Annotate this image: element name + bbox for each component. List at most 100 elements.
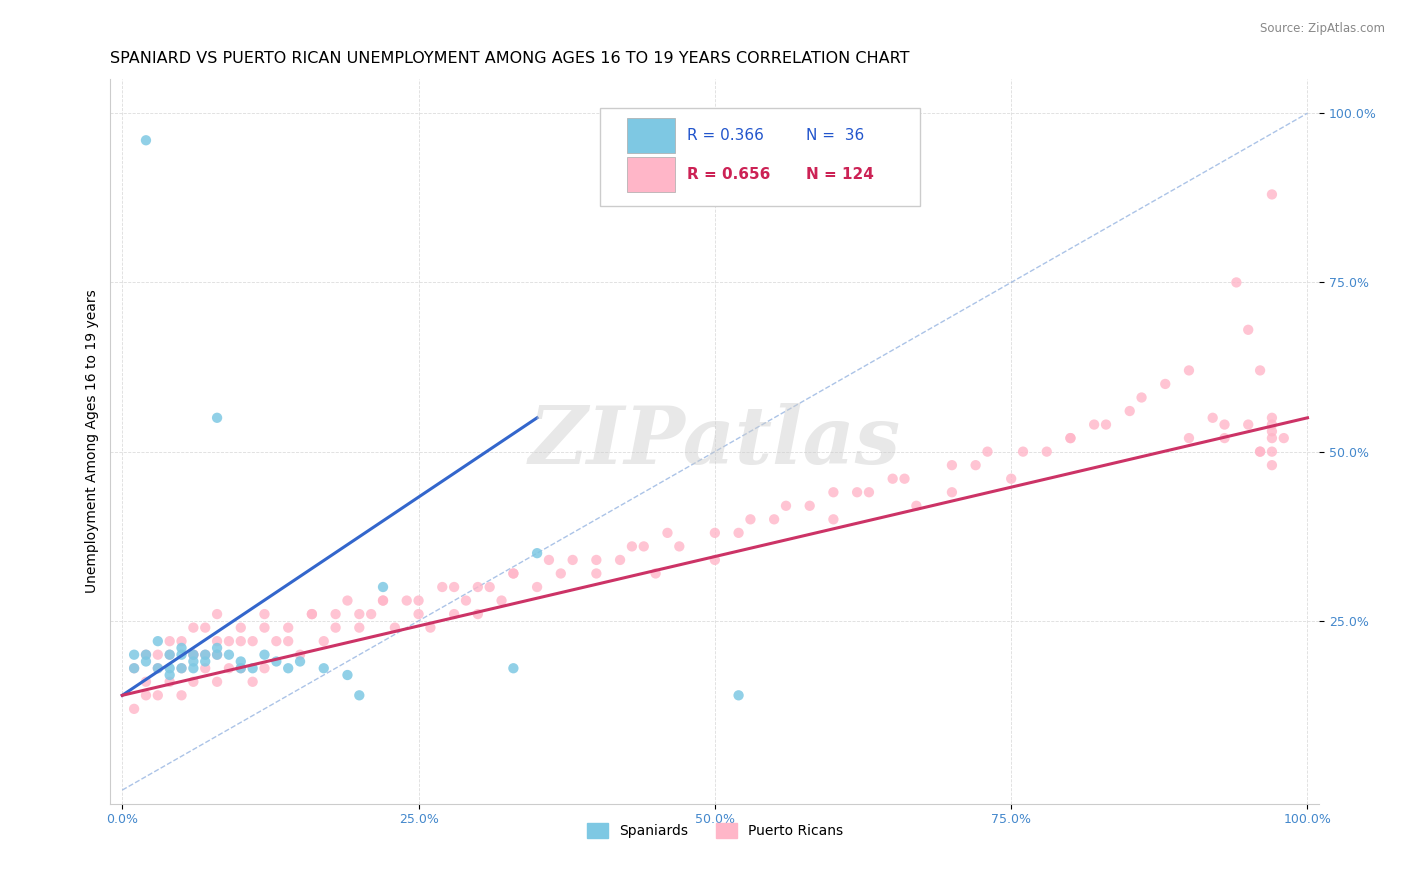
Point bbox=[1225, 276, 1247, 290]
Point bbox=[502, 566, 524, 581]
Point bbox=[135, 648, 157, 662]
Point bbox=[135, 133, 157, 147]
Point bbox=[846, 485, 869, 500]
Point bbox=[585, 553, 607, 567]
Point bbox=[1118, 404, 1140, 418]
Point bbox=[205, 634, 228, 648]
Point bbox=[467, 607, 489, 621]
Point bbox=[349, 689, 371, 703]
Point bbox=[194, 655, 217, 669]
Point bbox=[146, 661, 169, 675]
FancyBboxPatch shape bbox=[600, 108, 921, 206]
Point bbox=[823, 512, 845, 526]
Point bbox=[858, 485, 880, 500]
Point bbox=[443, 580, 465, 594]
Point bbox=[122, 648, 145, 662]
Point bbox=[170, 661, 193, 675]
Point bbox=[146, 648, 169, 662]
Point bbox=[1178, 363, 1201, 377]
Point bbox=[1083, 417, 1105, 432]
Point bbox=[371, 580, 394, 594]
Point bbox=[1261, 187, 1284, 202]
Point bbox=[349, 621, 371, 635]
Point bbox=[135, 674, 157, 689]
Text: SPANIARD VS PUERTO RICAN UNEMPLOYMENT AMONG AGES 16 TO 19 YEARS CORRELATION CHAR: SPANIARD VS PUERTO RICAN UNEMPLOYMENT AM… bbox=[111, 51, 910, 66]
Point bbox=[491, 593, 513, 607]
Point bbox=[218, 661, 240, 675]
Point bbox=[703, 525, 725, 540]
Point bbox=[229, 634, 252, 648]
Point bbox=[740, 512, 762, 526]
Point bbox=[443, 607, 465, 621]
Point bbox=[170, 634, 193, 648]
Point bbox=[205, 640, 228, 655]
Point bbox=[170, 648, 193, 662]
Point bbox=[1213, 417, 1236, 432]
Point bbox=[312, 661, 335, 675]
Point bbox=[205, 410, 228, 425]
Point bbox=[408, 607, 430, 621]
Point bbox=[526, 580, 548, 594]
Point bbox=[1261, 425, 1284, 439]
Point bbox=[242, 674, 264, 689]
Point bbox=[360, 607, 382, 621]
Point bbox=[1154, 376, 1177, 391]
Point bbox=[763, 512, 786, 526]
Point bbox=[1237, 417, 1260, 432]
Point bbox=[159, 648, 181, 662]
Point bbox=[183, 621, 205, 635]
Y-axis label: Unemployment Among Ages 16 to 19 years: Unemployment Among Ages 16 to 19 years bbox=[86, 290, 100, 593]
Point bbox=[526, 546, 548, 560]
Point bbox=[159, 648, 181, 662]
Point bbox=[266, 655, 288, 669]
Point bbox=[371, 593, 394, 607]
Point bbox=[419, 621, 441, 635]
Point bbox=[159, 674, 181, 689]
Point bbox=[288, 655, 311, 669]
Point bbox=[325, 607, 347, 621]
Point bbox=[312, 634, 335, 648]
Point bbox=[122, 661, 145, 675]
FancyBboxPatch shape bbox=[627, 157, 675, 192]
Point bbox=[266, 634, 288, 648]
Text: ZIPatlas: ZIPatlas bbox=[529, 402, 901, 480]
Point bbox=[194, 648, 217, 662]
Point bbox=[633, 540, 655, 554]
Point bbox=[146, 661, 169, 675]
Point bbox=[218, 634, 240, 648]
Point bbox=[775, 499, 797, 513]
Point bbox=[229, 661, 252, 675]
Point bbox=[1261, 431, 1284, 445]
Point bbox=[122, 702, 145, 716]
Point bbox=[301, 607, 323, 621]
Point bbox=[976, 444, 998, 458]
Point bbox=[1249, 444, 1271, 458]
Point bbox=[325, 621, 347, 635]
Point bbox=[122, 661, 145, 675]
Point bbox=[1272, 431, 1295, 445]
Point bbox=[253, 648, 276, 662]
Point bbox=[183, 648, 205, 662]
Point bbox=[183, 648, 205, 662]
Legend: Spaniards, Puerto Ricans: Spaniards, Puerto Ricans bbox=[582, 818, 848, 844]
Point bbox=[1059, 431, 1081, 445]
Point bbox=[135, 689, 157, 703]
Text: N =  36: N = 36 bbox=[806, 128, 863, 143]
Point bbox=[882, 472, 904, 486]
Text: R = 0.656: R = 0.656 bbox=[688, 168, 770, 182]
Point bbox=[550, 566, 572, 581]
Point bbox=[1261, 458, 1284, 472]
Point bbox=[146, 689, 169, 703]
Point bbox=[194, 648, 217, 662]
Point bbox=[194, 661, 217, 675]
Point bbox=[941, 458, 963, 472]
Point bbox=[1261, 444, 1284, 458]
Point bbox=[1261, 410, 1284, 425]
Point bbox=[301, 607, 323, 621]
Point bbox=[1095, 417, 1118, 432]
Point bbox=[1261, 417, 1284, 432]
FancyBboxPatch shape bbox=[627, 119, 675, 153]
Point bbox=[229, 621, 252, 635]
Point bbox=[395, 593, 418, 607]
Point bbox=[218, 648, 240, 662]
